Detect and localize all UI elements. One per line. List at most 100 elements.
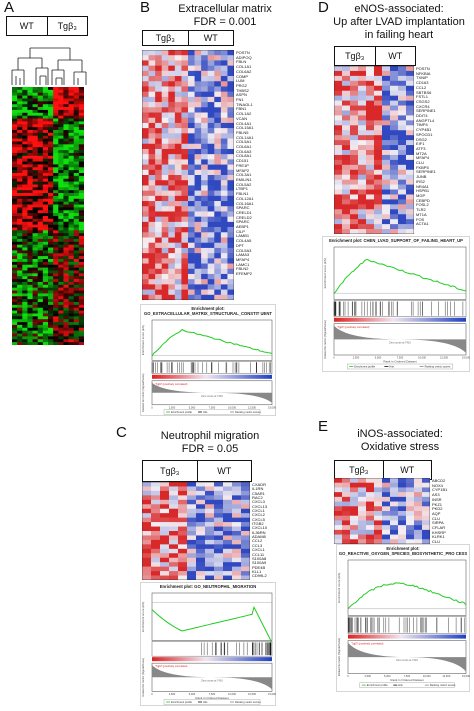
heatmap-cell: [68, 124, 75, 128]
heatmap-cell: [350, 525, 359, 531]
heatmap-cell: [374, 506, 383, 512]
heatmap-cell: [366, 150, 375, 156]
heatmap-cell: [174, 253, 182, 259]
heatmap-cell: [27, 221, 33, 225]
heatmap-cell: [63, 213, 69, 217]
x-tick-label: 2,500: [364, 674, 371, 678]
heatmap-cell: [188, 294, 195, 300]
heatmap-cell: [142, 562, 152, 567]
heatmap-cell: [58, 267, 64, 271]
heatmap-cell: [151, 499, 161, 505]
heatmap-cell: [37, 89, 44, 94]
heatmap-cell: [53, 236, 59, 240]
heatmap-cell: [374, 90, 383, 96]
heatmap-cell: [205, 490, 215, 496]
heatmap-cell: [53, 319, 59, 323]
heatmap-cell: [17, 92, 23, 96]
heatmap-cell: [68, 210, 75, 214]
heatmap-cell: [196, 517, 206, 523]
heatmap-cell: [342, 487, 351, 493]
gene-label: CD151: [236, 158, 249, 164]
heatmap-cell: [174, 143, 182, 150]
heatmap-cell: [227, 81, 234, 87]
heatmap-cell: [161, 91, 169, 98]
heatmap-cell: [406, 496, 415, 502]
heatmap-cell: [42, 270, 49, 274]
heatmap-cell: [366, 492, 375, 498]
heatmap-cell: [58, 104, 64, 108]
heatmap-cell: [68, 287, 75, 291]
heatmap-cell: [42, 124, 49, 128]
heatmap-cell: [22, 264, 28, 268]
heatmap-cell: [342, 520, 351, 526]
heatmap-cell: [155, 227, 163, 233]
heatmap-cell: [160, 566, 170, 572]
heatmap-cell: [142, 159, 149, 165]
heatmap-cell: [169, 513, 179, 518]
heatmap-cell: [227, 273, 234, 280]
heatmap-cell: [32, 247, 39, 251]
heatmap-cell: [382, 90, 391, 96]
heatmap-cell: [27, 124, 33, 128]
heatmap-cell: [63, 304, 69, 309]
heatmap-cell: [406, 154, 414, 161]
heatmap-cell: [142, 526, 152, 532]
heatmap-cell: [12, 259, 18, 263]
heatmap-cell: [78, 304, 84, 309]
heatmap-cell: [12, 342, 18, 345]
heatmap-cell: [214, 258, 222, 264]
heatmap-cell: [168, 227, 176, 233]
heatmap-cell: [12, 281, 18, 286]
heatmap-cell: [27, 281, 33, 286]
heatmap-cell: [37, 173, 44, 177]
heatmap-cell: [42, 104, 49, 108]
heatmap-cell: [142, 185, 149, 191]
heatmap-cell: [155, 148, 163, 155]
heatmap-cell: [68, 253, 75, 257]
heatmap-cell: [194, 55, 202, 61]
heatmap-cell: [168, 133, 176, 139]
heatmap-cell: [63, 333, 69, 337]
heatmap-cell: [366, 487, 375, 493]
heatmap-cell: [350, 539, 359, 544]
heatmap-cell: [142, 517, 152, 523]
heatmap-cell: [194, 148, 202, 155]
heatmap-cell: [73, 204, 80, 208]
heatmap-cell: [68, 178, 75, 182]
heatmap-cell: [220, 76, 228, 82]
heatmap-cell: [366, 159, 375, 166]
heatmap-cell: [78, 290, 84, 294]
heatmap-cell: [188, 117, 195, 124]
heatmap-cell: [181, 112, 189, 119]
heatmap-cell: [78, 195, 84, 200]
heatmap-cell: [220, 65, 228, 72]
heatmap-cell: [214, 513, 224, 518]
heatmap-cell: [22, 89, 28, 94]
heatmap-cell: [58, 256, 64, 260]
heatmap-cell: [220, 211, 228, 217]
heatmap-cell: [17, 299, 23, 303]
heatmap-cell: [73, 241, 80, 245]
heatmap-cell: [227, 242, 234, 249]
heatmap-cell: [12, 316, 18, 320]
heatmap-cell: [48, 241, 54, 245]
heatmap-cell: [73, 92, 80, 96]
heatmap-cell: [342, 189, 351, 195]
heatmap-cell: [374, 115, 383, 121]
heatmap-cell: [390, 492, 399, 498]
heatmap-cell: [17, 158, 23, 162]
heatmap-cell: [142, 91, 149, 98]
heatmap-cell: [53, 221, 59, 225]
panel-c-title-line1: Neutrophil migration: [160, 430, 260, 442]
heatmap-cell: [160, 490, 170, 496]
heatmap-cell: [174, 65, 182, 72]
heatmap-cell: [155, 91, 163, 98]
heatmap-cell: [22, 218, 28, 223]
heatmap-cell: [223, 486, 233, 492]
heatmap-cell: [227, 154, 234, 160]
heatmap-cell: [27, 115, 33, 119]
heatmap-cell: [58, 339, 64, 343]
heatmap-cell: [142, 128, 149, 134]
group-label-tg: Tgβ₃: [155, 33, 175, 43]
heatmap-cell: [161, 190, 169, 197]
